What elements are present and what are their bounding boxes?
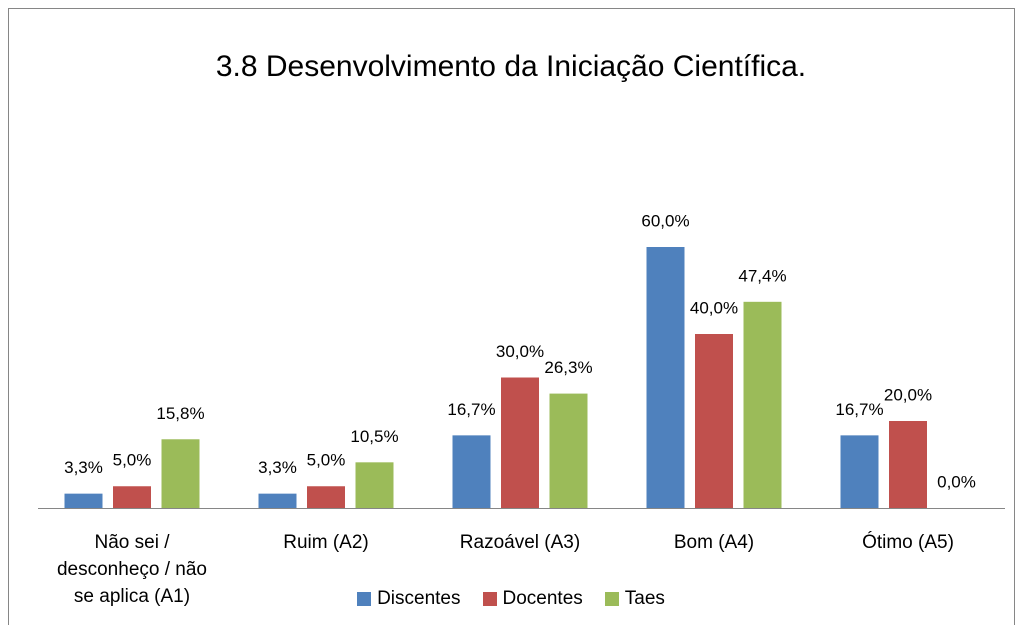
- legend-label: Docentes: [502, 588, 583, 609]
- legend-swatch: [482, 592, 497, 606]
- bar: [161, 439, 200, 508]
- data-label: 47,4%: [738, 266, 786, 285]
- data-label: 0,0%: [937, 472, 976, 491]
- data-label: 15,8%: [156, 404, 204, 423]
- bar: [355, 462, 394, 508]
- legend-item: Discentes: [357, 588, 461, 610]
- data-label: 10,5%: [350, 427, 398, 446]
- data-label: 3,3%: [64, 458, 103, 477]
- data-label: 20,0%: [884, 385, 932, 404]
- x-tick-label: Não sei / desconheço / não se aplica (A1…: [56, 532, 207, 607]
- legend-item: Taes: [604, 588, 665, 610]
- bar: [64, 493, 103, 508]
- data-label: 5,0%: [113, 451, 152, 470]
- chart-title: 3.8 Desenvolvimento da Iniciação Científ…: [216, 50, 806, 83]
- data-label: 26,3%: [544, 358, 592, 377]
- legend-label: Discentes: [377, 588, 461, 609]
- legend: Discentes Docentes Taes: [0, 588, 1022, 610]
- x-tick-label: Ótimo (A5): [862, 532, 954, 553]
- bar: [307, 486, 345, 508]
- bar: [113, 486, 151, 508]
- data-label: 16,7%: [447, 400, 495, 419]
- data-label: 40,0%: [690, 298, 738, 317]
- legend-label: Taes: [624, 588, 665, 609]
- data-label: 5,0%: [307, 451, 346, 470]
- x-tick-label: Razoável (A3): [459, 532, 581, 553]
- bar: [840, 435, 879, 508]
- bar: [258, 493, 297, 508]
- frame: [8, 8, 1015, 625]
- bar: [743, 301, 782, 508]
- bar: [452, 435, 491, 508]
- data-label: 16,7%: [835, 400, 883, 419]
- bar: [889, 421, 927, 508]
- legend-swatch: [604, 592, 619, 606]
- legend-swatch: [357, 592, 372, 606]
- data-label: 60,0%: [641, 211, 689, 230]
- x-tick-label: Bom (A4): [673, 532, 755, 553]
- bar: [646, 247, 685, 508]
- bar: [695, 334, 733, 508]
- data-label: 30,0%: [496, 342, 544, 361]
- bar: [549, 393, 588, 508]
- legend-item: Docentes: [482, 588, 583, 610]
- bar: [501, 377, 539, 508]
- data-label: 3,3%: [258, 458, 297, 477]
- x-tick-label: Ruim (A2): [283, 532, 369, 553]
